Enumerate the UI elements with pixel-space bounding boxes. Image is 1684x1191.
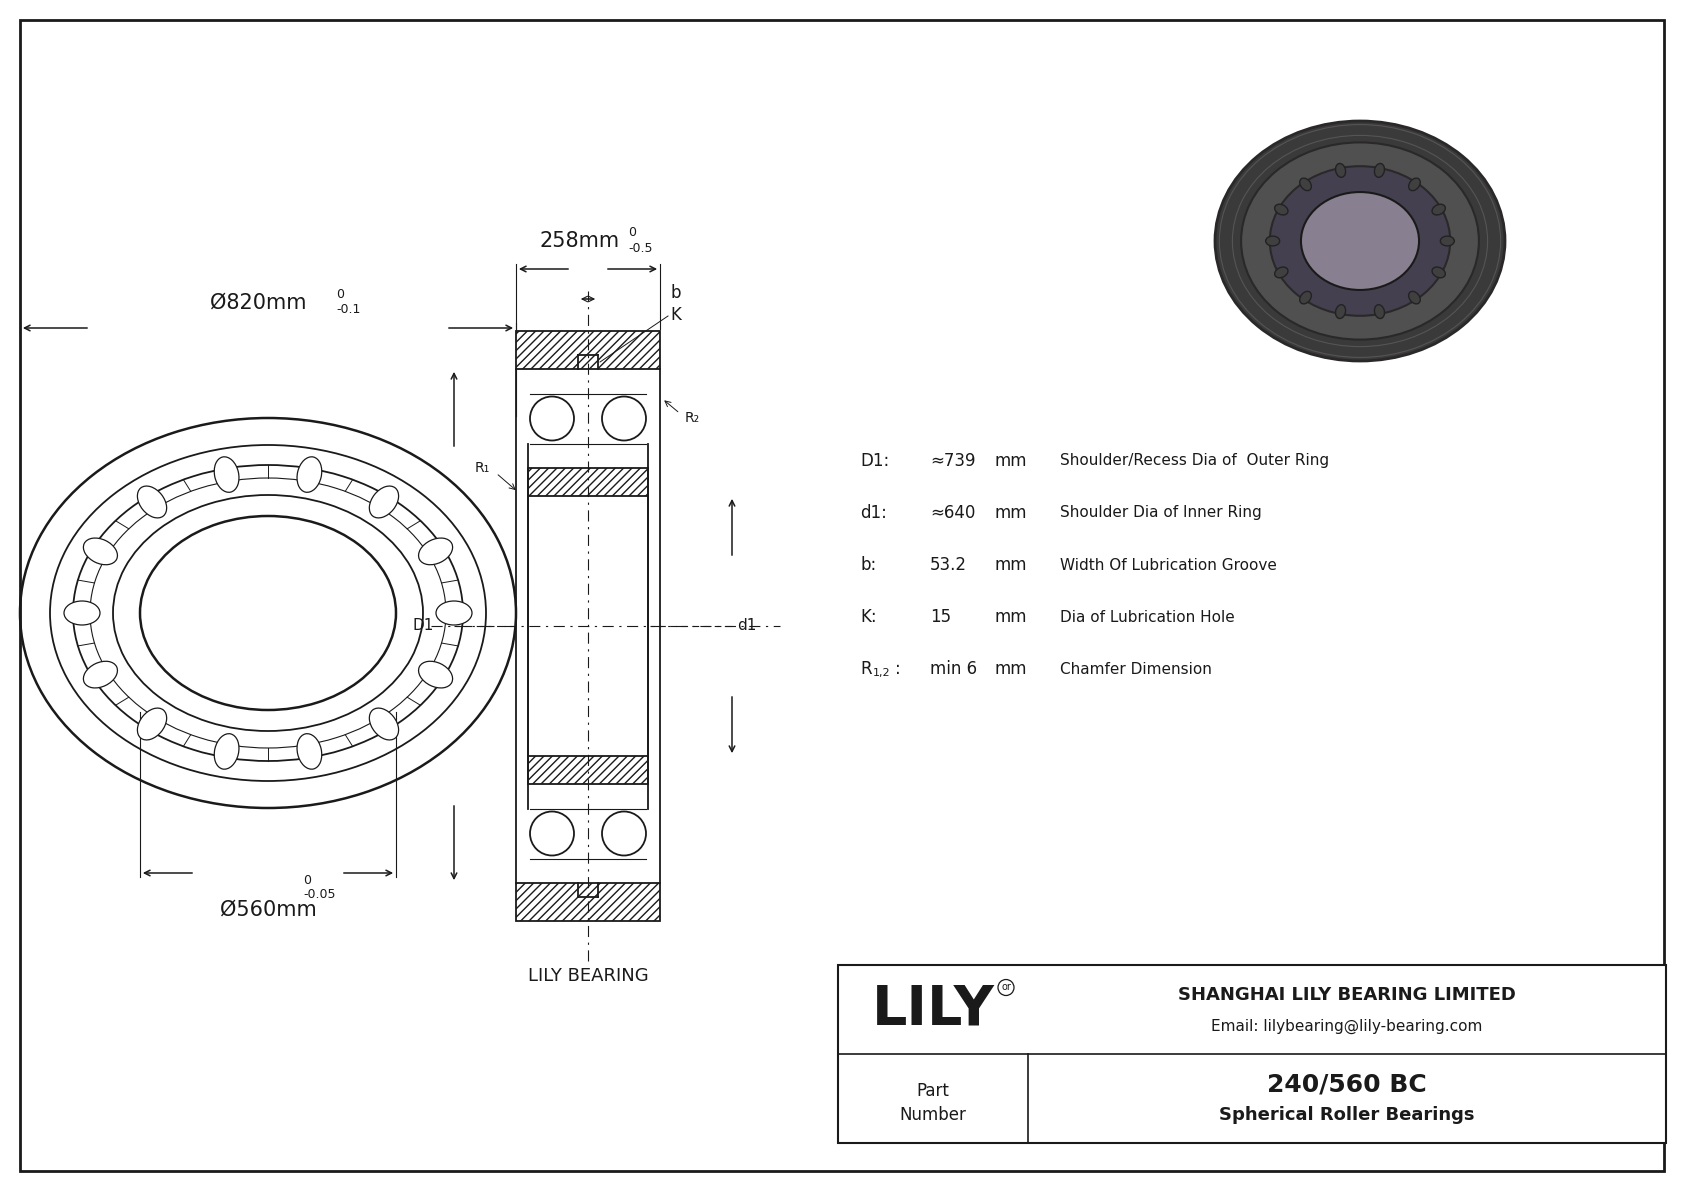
Ellipse shape [1266, 236, 1280, 245]
Bar [515, 331, 660, 369]
Bar [529, 756, 648, 784]
Text: LILY: LILY [872, 983, 995, 1036]
Ellipse shape [1275, 267, 1288, 278]
Bar [839, 965, 1665, 1143]
Text: SHANGHAI LILY BEARING LIMITED: SHANGHAI LILY BEARING LIMITED [1179, 986, 1516, 1004]
Text: min 6: min 6 [930, 660, 977, 678]
Text: mm: mm [995, 556, 1027, 574]
Text: Chamfer Dimension: Chamfer Dimension [1059, 661, 1212, 676]
Ellipse shape [84, 661, 118, 688]
Bar [529, 756, 648, 784]
Text: mm: mm [995, 660, 1027, 678]
Bar [515, 331, 660, 369]
Ellipse shape [419, 538, 453, 565]
Ellipse shape [1241, 143, 1479, 339]
Text: Shoulder/Recess Dia of  Outer Ring: Shoulder/Recess Dia of Outer Ring [1059, 454, 1329, 468]
Ellipse shape [1374, 305, 1384, 318]
Bar [529, 468, 648, 495]
Text: LILY BEARING: LILY BEARING [527, 967, 648, 985]
Ellipse shape [214, 457, 239, 492]
Text: Number: Number [899, 1105, 967, 1123]
Text: 1,2: 1,2 [872, 668, 891, 678]
Ellipse shape [214, 734, 239, 769]
Text: 15: 15 [930, 607, 951, 626]
Text: -0.1: -0.1 [337, 303, 360, 316]
Ellipse shape [369, 709, 399, 740]
Text: 240/560 BC: 240/560 BC [1266, 1073, 1426, 1097]
Ellipse shape [138, 486, 167, 518]
Text: ≈640: ≈640 [930, 504, 975, 522]
Text: Email: lilybearing@lily-bearing.com: Email: lilybearing@lily-bearing.com [1211, 1018, 1482, 1034]
Text: R₂: R₂ [684, 412, 699, 425]
Text: D1: D1 [413, 618, 434, 634]
Ellipse shape [1275, 204, 1288, 214]
Text: d1: d1 [738, 618, 756, 634]
Ellipse shape [1431, 267, 1445, 278]
Text: b: b [670, 283, 680, 303]
Text: d1:: d1: [861, 504, 887, 522]
Ellipse shape [1300, 179, 1312, 191]
Text: 0: 0 [628, 226, 637, 239]
Bar [515, 883, 660, 921]
Ellipse shape [1408, 292, 1420, 304]
Ellipse shape [296, 734, 322, 769]
Text: mm: mm [995, 453, 1027, 470]
Ellipse shape [84, 538, 118, 565]
Text: R₁: R₁ [475, 461, 490, 475]
Text: mm: mm [995, 504, 1027, 522]
Text: Width Of Lubrication Groove: Width Of Lubrication Groove [1059, 557, 1276, 573]
Ellipse shape [64, 601, 99, 625]
Text: Shoulder Dia of Inner Ring: Shoulder Dia of Inner Ring [1059, 505, 1261, 520]
Ellipse shape [1335, 305, 1346, 318]
Ellipse shape [436, 601, 472, 625]
Ellipse shape [369, 486, 399, 518]
Text: ≈739: ≈739 [930, 453, 975, 470]
Text: mm: mm [995, 607, 1027, 626]
Text: Spherical Roller Bearings: Spherical Roller Bearings [1219, 1106, 1475, 1124]
Ellipse shape [1374, 163, 1384, 177]
Ellipse shape [296, 457, 322, 492]
Bar [529, 468, 648, 495]
Ellipse shape [1431, 204, 1445, 214]
Text: -0.05: -0.05 [303, 888, 335, 902]
Ellipse shape [419, 661, 453, 688]
Text: or: or [1000, 983, 1010, 992]
Text: K: K [670, 306, 680, 324]
Ellipse shape [1440, 236, 1455, 245]
Text: :: : [894, 660, 901, 678]
Text: Dia of Lubrication Hole: Dia of Lubrication Hole [1059, 610, 1234, 624]
Text: R: R [861, 660, 872, 678]
Text: Part: Part [916, 1081, 950, 1099]
Ellipse shape [1270, 167, 1450, 316]
Text: -0.5: -0.5 [628, 242, 652, 255]
Ellipse shape [1335, 163, 1346, 177]
Text: D1:: D1: [861, 453, 889, 470]
Text: K:: K: [861, 607, 877, 626]
Ellipse shape [1300, 292, 1312, 304]
Ellipse shape [138, 709, 167, 740]
Ellipse shape [1302, 192, 1420, 289]
Text: Ø560mm: Ø560mm [219, 900, 317, 919]
Bar [515, 883, 660, 921]
Text: b:: b: [861, 556, 876, 574]
Text: 53.2: 53.2 [930, 556, 967, 574]
Ellipse shape [1408, 179, 1420, 191]
Ellipse shape [1214, 121, 1505, 361]
Text: Ø820mm: Ø820mm [210, 293, 306, 313]
Text: 0: 0 [303, 874, 312, 887]
Text: 0: 0 [337, 288, 344, 301]
Text: 258mm: 258mm [541, 231, 620, 251]
